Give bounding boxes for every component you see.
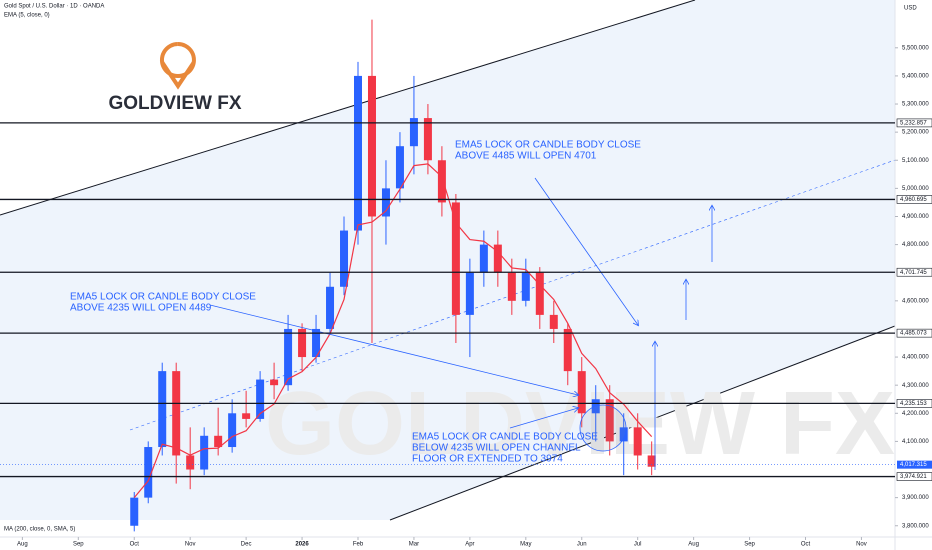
candle-body xyxy=(270,379,279,386)
price-level-tag xyxy=(896,118,932,128)
candle-body xyxy=(633,427,642,456)
last-price-tag xyxy=(897,460,932,469)
candle-body xyxy=(535,272,544,315)
price-level-label: 4,235.153 xyxy=(900,401,927,407)
y-tick-label: 3,900.000 xyxy=(902,495,929,501)
candle-body xyxy=(340,230,349,287)
candle-body xyxy=(172,371,181,456)
candle-body xyxy=(409,118,418,147)
annotation: ABOVE 4235 WILL OPEN 4489 xyxy=(70,303,212,314)
y-tick-label: 5,000.000 xyxy=(902,186,929,192)
y-tick-label: 4,300.000 xyxy=(902,383,929,389)
candle-body xyxy=(200,435,209,470)
candle-body xyxy=(367,75,376,217)
candle-body xyxy=(256,379,265,419)
candle-body xyxy=(298,328,307,358)
logo-text: GOLDVIEW FX xyxy=(109,93,242,114)
y-tick-label: 4,200.000 xyxy=(902,411,929,417)
y-tick-label: 4,600.000 xyxy=(902,298,929,304)
annotation: ABOVE 4485 WILL OPEN 4701 xyxy=(455,151,597,162)
candle-body xyxy=(465,272,474,315)
price-level-tag xyxy=(896,195,932,204)
y-tick-label: 5,500.000 xyxy=(902,45,929,51)
y-tick-label: 5,400.000 xyxy=(902,73,929,79)
candle-body xyxy=(144,447,153,498)
candle-body xyxy=(451,202,460,315)
candle-body xyxy=(326,286,335,329)
price-level-tag xyxy=(896,472,932,481)
y-tick-label: 4,400.000 xyxy=(902,355,929,361)
candle-body xyxy=(354,75,362,231)
indicator-label: MA (200, close, 0, SMA, 5) xyxy=(4,527,75,533)
candle-body xyxy=(437,160,446,203)
x-tick-label: Feb xyxy=(353,542,364,548)
candle-body xyxy=(395,146,404,189)
x-tick-label: May xyxy=(520,542,531,548)
last-price-label: 4,017.315 xyxy=(900,462,927,468)
price-level-label: 5,232.857 xyxy=(900,120,927,126)
candle-body xyxy=(242,413,251,419)
candle-body xyxy=(563,328,572,372)
candle-body xyxy=(507,272,516,301)
candle-body xyxy=(549,314,558,329)
candle-body xyxy=(423,118,432,161)
y-tick-label: 5,200.000 xyxy=(902,130,929,136)
price-level-tag xyxy=(896,328,932,338)
x-tick-label: Nov xyxy=(185,542,196,548)
symbol-title: Gold Spot / U.S. Dollar · 1D · OANDA xyxy=(4,4,104,10)
candle-body xyxy=(312,328,321,358)
annotation: EMA5 LOCK OR CANDLE BODY CLOSE xyxy=(455,140,641,151)
x-tick-label: Apr xyxy=(465,542,474,548)
channel xyxy=(0,0,895,521)
candle-body xyxy=(605,399,614,442)
price-level-label: 4,485.073 xyxy=(900,331,927,337)
candle-body xyxy=(381,188,390,217)
annotation: BELOW 4235 WILL OPEN CHANNEL xyxy=(412,443,581,454)
candle-body xyxy=(647,455,656,467)
y-tick-label: 5,100.000 xyxy=(902,158,929,164)
x-tick-label: Oct xyxy=(130,542,140,548)
y-tick-label: 5,300.000 xyxy=(902,102,929,108)
candle-body xyxy=(186,455,195,470)
x-tick-label: Sep xyxy=(73,542,84,548)
candle-body xyxy=(284,328,293,386)
annotation: EMA5 LOCK OR CANDLE BODY CLOSE xyxy=(412,432,598,443)
candle-body xyxy=(577,371,586,414)
annotation: FLOOR OR EXTENDED TO 3974 xyxy=(412,454,563,465)
candle-body xyxy=(493,244,502,273)
price-level-tag xyxy=(896,267,932,277)
candle-body xyxy=(214,435,223,448)
x-tick-label: 2026 xyxy=(295,542,309,548)
price-level-label: 4,960.695 xyxy=(900,197,927,203)
candle-body xyxy=(228,413,237,448)
price-level-label: 4,701.745 xyxy=(900,270,927,276)
x-tick-label: Dec xyxy=(241,542,252,548)
logo: GOLDVIEW FX xyxy=(109,42,242,114)
y-tick-label: 3,800.000 xyxy=(902,523,929,529)
y-tick-label: 4,900.000 xyxy=(902,214,929,220)
candle-body xyxy=(130,497,139,526)
x-tick-label: Aug xyxy=(688,542,699,548)
candle-body xyxy=(158,371,167,448)
x-tick-label: Jun xyxy=(577,542,587,548)
arrows xyxy=(209,177,712,470)
x-tick-label: Mar xyxy=(409,542,419,548)
candle-body xyxy=(479,244,488,273)
x-tick-label: Sep xyxy=(744,542,755,548)
indicator-label: EMA (5, close, 0) xyxy=(4,13,50,19)
x-tick-label: Oct xyxy=(801,542,811,548)
y-tick-label: 4,800.000 xyxy=(902,242,929,248)
price-level-tag xyxy=(896,399,932,408)
annotation: EMA5 LOCK OR CANDLE BODY CLOSE xyxy=(70,292,256,303)
candle-body xyxy=(521,272,530,301)
x-tick-label: Aug xyxy=(17,542,28,548)
currency: USD xyxy=(904,6,917,12)
price-level-label: 3,974.921 xyxy=(900,474,927,480)
candle-body xyxy=(619,427,628,442)
y-tick-label: 4,100.000 xyxy=(902,439,929,445)
x-tick-label: Jul xyxy=(634,542,642,548)
x-tick-label: Nov xyxy=(856,542,867,548)
